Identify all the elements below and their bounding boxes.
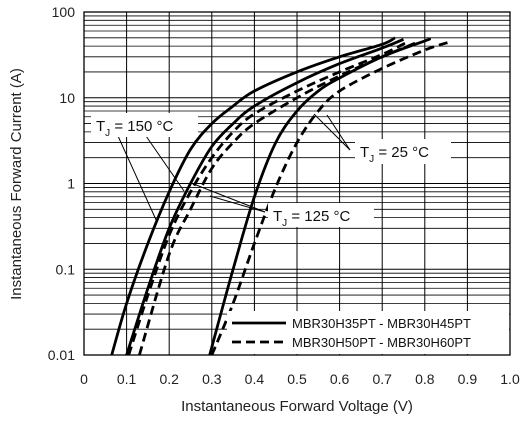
y-tick-label: 0.1 — [56, 261, 76, 277]
legend-label: MBR30H50PT - MBR30H60PT — [292, 335, 471, 350]
x-tick-label: 0.2 — [159, 371, 179, 387]
grid — [84, 12, 510, 355]
y-axis-title: Instantaneous Forward Current (A) — [8, 68, 25, 300]
series-group — [110, 36, 451, 355]
annotation-sub: J — [282, 218, 287, 229]
series-line-125-solid — [125, 38, 405, 355]
svg-text:TJ = 125 °C: TJ = 125 °C — [273, 208, 350, 229]
annotation-leaders — [117, 113, 351, 223]
x-tick-label: 0 — [80, 371, 88, 387]
x-tick-label: 0.8 — [415, 371, 435, 387]
y-tick-label: 1 — [67, 176, 75, 192]
annotation-base: T — [360, 144, 369, 161]
x-tick-label: 0.3 — [202, 371, 222, 387]
tick-labels: 0 0.1 0.2 0.3 0.4 0.5 0.6 0.7 0.8 0.9 1.0 0.01 0.1 1 1… — [48, 4, 520, 387]
series-line-150-solid — [110, 36, 396, 355]
leader-25-a — [313, 113, 351, 151]
leader-150-b — [145, 135, 185, 192]
y-tick-label: 0.01 — [48, 347, 75, 363]
annotation-tj-150: TJ = 150 °C — [91, 113, 198, 139]
x-tick-label: 0.9 — [458, 371, 478, 387]
annotation-sub: J — [105, 128, 110, 139]
annotation-suffix: = 150 °C — [110, 118, 173, 135]
legend: MBR30H35PT - MBR30H45PT MBR30H50PT - MBR… — [227, 311, 509, 354]
annotation-bg — [268, 203, 374, 227]
x-axis-title: Instantaneous Forward Voltage (V) — [181, 398, 413, 415]
x-tick-label: 0.4 — [245, 371, 265, 387]
annotation-sub: J — [369, 154, 374, 165]
annotation-tj-125: TJ = 125 °C — [268, 203, 374, 229]
leader-125-b — [209, 195, 266, 213]
legend-box — [227, 311, 509, 354]
x-tick-label: 1.0 — [500, 371, 520, 387]
series-line-125-dashed — [138, 41, 417, 355]
series-line-25-dashed — [210, 40, 451, 355]
annotation-base: T — [273, 208, 282, 225]
plot-frame — [83, 11, 511, 356]
annotation-bg — [355, 139, 451, 164]
leader-125-a — [190, 182, 266, 213]
annotation-suffix: = 25 °C — [374, 144, 429, 161]
annotation-tj-25: TJ = 25 °C — [355, 139, 451, 165]
svg-text:TJ = 25 °C: TJ = 25 °C — [360, 144, 429, 165]
y-tick-label: 100 — [52, 4, 76, 20]
y-tick-label: 10 — [59, 90, 75, 106]
x-tick-label: 0.1 — [117, 371, 137, 387]
leader-25-b — [326, 114, 351, 151]
leader-150-a — [117, 135, 158, 223]
svg-text:TJ = 150 °C: TJ = 150 °C — [96, 118, 173, 139]
legend-label: MBR30H35PT - MBR30H45PT — [292, 316, 471, 331]
annotation-suffix: = 125 °C — [287, 208, 350, 225]
series-line-25-solid — [208, 37, 432, 355]
annotation-base: T — [96, 118, 105, 135]
x-tick-label: 0.5 — [287, 371, 307, 387]
series-line-150-dashed — [127, 40, 409, 355]
x-tick-label: 0.6 — [330, 371, 350, 387]
x-tick-label: 0.7 — [372, 371, 392, 387]
annotation-bg — [91, 113, 198, 137]
